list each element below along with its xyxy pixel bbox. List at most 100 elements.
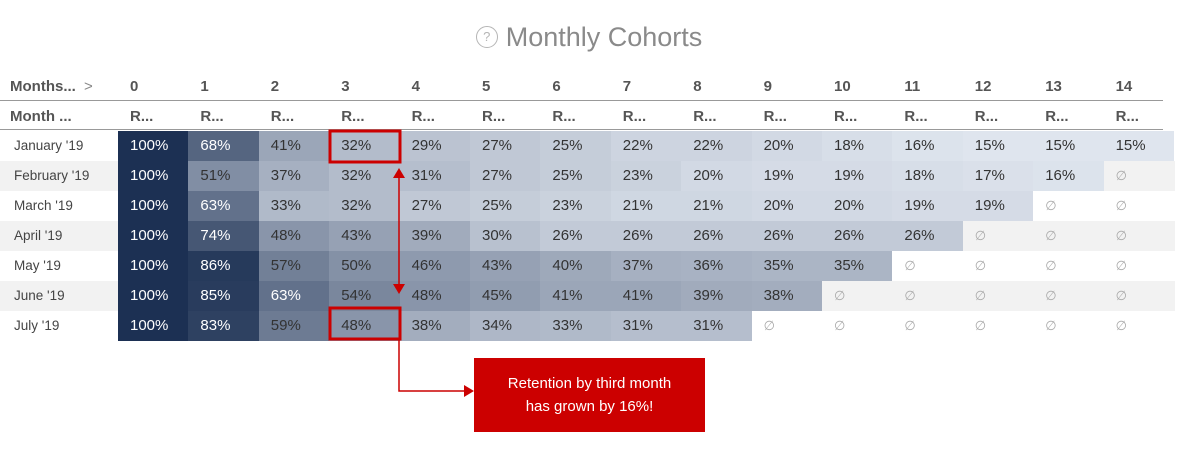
column-header-12[interactable]: 12 — [974, 78, 992, 95]
heatmap-cell[interactable]: 31% — [399, 161, 470, 191]
column-header-2[interactable]: 2 — [270, 78, 280, 95]
heatmap-cell[interactable]: 100% — [118, 311, 189, 341]
heatmap-cell[interactable]: 26% — [892, 221, 963, 251]
column-header-7[interactable]: 7 — [622, 78, 632, 95]
column-subheader[interactable]: R... — [200, 108, 224, 125]
empty-cell[interactable]: ∅ — [1115, 318, 1127, 333]
column-header-3[interactable]: 3 — [341, 78, 350, 95]
heatmap-cell[interactable]: 29% — [399, 131, 470, 161]
chevron-right-icon[interactable]: > — [84, 78, 93, 95]
heatmap-cell[interactable]: 23% — [540, 191, 611, 221]
empty-cell[interactable]: ∅ — [974, 258, 987, 273]
heatmap-cell[interactable]: 15% — [1033, 131, 1104, 161]
heatmap-cell[interactable]: 43% — [329, 221, 400, 251]
heatmap-cell[interactable]: 46% — [399, 251, 470, 281]
heatmap-cell[interactable]: 38% — [751, 281, 822, 311]
heatmap-cell[interactable]: 35% — [751, 251, 822, 281]
heatmap-cell[interactable]: 100% — [118, 281, 189, 311]
column-subheader[interactable]: R... — [1115, 108, 1139, 125]
empty-cell[interactable]: ∅ — [1045, 318, 1057, 333]
heatmap-cell[interactable]: 25% — [470, 191, 541, 221]
heatmap-cell[interactable]: 57% — [258, 251, 330, 281]
heatmap-cell[interactable]: 25% — [540, 161, 611, 191]
heatmap-cell[interactable]: 16% — [1033, 161, 1104, 191]
empty-cell[interactable]: ∅ — [1115, 198, 1127, 213]
column-subheader[interactable]: R... — [482, 108, 506, 125]
heatmap-cell[interactable]: 34% — [470, 311, 541, 341]
column-subheader[interactable]: R... — [622, 108, 647, 125]
empty-cell[interactable]: ∅ — [1115, 258, 1127, 273]
heatmap-cell[interactable]: 20% — [751, 131, 822, 161]
empty-cell[interactable]: ∅ — [974, 228, 987, 243]
heatmap-cell[interactable]: 26% — [540, 221, 611, 251]
empty-cell[interactable]: ∅ — [1045, 288, 1057, 303]
empty-cell[interactable]: ∅ — [1045, 228, 1057, 243]
column-header-5[interactable]: 5 — [482, 78, 491, 95]
months-header[interactable]: Months... > — [10, 78, 93, 95]
heatmap-cell[interactable]: 74% — [188, 221, 259, 251]
heatmap-cell[interactable]: 100% — [118, 191, 189, 221]
heatmap-cell[interactable]: 39% — [399, 221, 470, 251]
heatmap-cell[interactable]: 100% — [118, 221, 189, 251]
heatmap-cell[interactable]: 27% — [470, 131, 541, 161]
heatmap-cell[interactable]: 19% — [962, 191, 1034, 221]
heatmap-cell[interactable]: 31% — [610, 311, 682, 341]
heatmap-cell[interactable]: 39% — [681, 281, 752, 311]
heatmap-cell[interactable]: 17% — [962, 161, 1034, 191]
heatmap-cell[interactable]: 83% — [188, 311, 259, 341]
empty-cell[interactable]: ∅ — [1115, 288, 1127, 303]
heatmap-cell[interactable]: 31% — [681, 311, 752, 341]
heatmap-cell[interactable]: 32% — [329, 191, 400, 221]
heatmap-cell[interactable]: 19% — [892, 191, 963, 221]
heatmap-cell[interactable]: 41% — [540, 281, 611, 311]
column-header-10[interactable]: 10 — [834, 78, 851, 95]
heatmap-cell[interactable]: 27% — [470, 161, 541, 191]
heatmap-cell[interactable]: 68% — [188, 131, 259, 161]
heatmap-cell[interactable]: 22% — [681, 131, 752, 161]
column-header-13[interactable]: 13 — [1045, 78, 1062, 95]
heatmap-cell[interactable]: 40% — [540, 251, 611, 281]
empty-cell[interactable]: ∅ — [974, 288, 987, 303]
heatmap-cell[interactable]: 51% — [188, 161, 259, 191]
heatmap-cell[interactable]: 50% — [329, 251, 400, 281]
heatmap-cell[interactable]: 43% — [470, 251, 541, 281]
column-header-4[interactable]: 4 — [411, 78, 420, 95]
column-header-6[interactable]: 6 — [552, 78, 561, 95]
empty-cell[interactable]: ∅ — [834, 318, 846, 333]
heatmap-cell[interactable]: 20% — [751, 191, 822, 221]
heatmap-cell[interactable]: 63% — [258, 281, 330, 311]
heatmap-cell[interactable]: 35% — [822, 251, 893, 281]
column-header-0[interactable]: 0 — [130, 78, 139, 95]
heatmap-cell[interactable]: 41% — [258, 131, 330, 161]
heatmap-cell[interactable]: 26% — [610, 221, 682, 251]
heatmap-cell[interactable]: 54% — [329, 281, 400, 311]
heatmap-cell[interactable]: 27% — [399, 191, 470, 221]
column-subheader[interactable]: R... — [411, 108, 435, 125]
heatmap-cell[interactable]: 20% — [822, 191, 893, 221]
column-subheader[interactable]: R... — [834, 108, 858, 125]
heatmap-cell[interactable]: 37% — [258, 161, 330, 191]
heatmap-cell[interactable]: 41% — [610, 281, 682, 311]
heatmap-cell[interactable]: 26% — [751, 221, 822, 251]
empty-cell[interactable]: ∅ — [834, 288, 846, 303]
column-subheader[interactable]: R... — [1045, 108, 1069, 125]
heatmap-cell[interactable]: 48% — [258, 221, 330, 251]
column-header-8[interactable]: 8 — [693, 78, 702, 95]
column-subheader[interactable]: R... — [270, 108, 295, 125]
heatmap-cell[interactable]: 37% — [610, 251, 682, 281]
help-icon[interactable]: ? — [475, 26, 498, 48]
heatmap-cell[interactable]: 30% — [470, 221, 541, 251]
heatmap-cell[interactable]: 63% — [188, 191, 259, 221]
heatmap-cell[interactable]: 26% — [681, 221, 752, 251]
heatmap-cell[interactable]: 100% — [118, 161, 189, 191]
heatmap-cell[interactable]: 38% — [399, 311, 470, 341]
heatmap-cell[interactable]: 32% — [329, 131, 400, 161]
heatmap-cell[interactable]: 59% — [258, 311, 330, 341]
empty-cell[interactable]: ∅ — [904, 288, 916, 303]
heatmap-cell[interactable]: 19% — [751, 161, 822, 191]
heatmap-cell[interactable]: 15% — [1103, 131, 1174, 161]
month-header[interactable]: Month ... — [10, 108, 72, 125]
column-subheader[interactable]: R... — [552, 108, 576, 125]
empty-cell[interactable]: ∅ — [904, 318, 916, 333]
heatmap-cell[interactable]: 45% — [470, 281, 541, 311]
